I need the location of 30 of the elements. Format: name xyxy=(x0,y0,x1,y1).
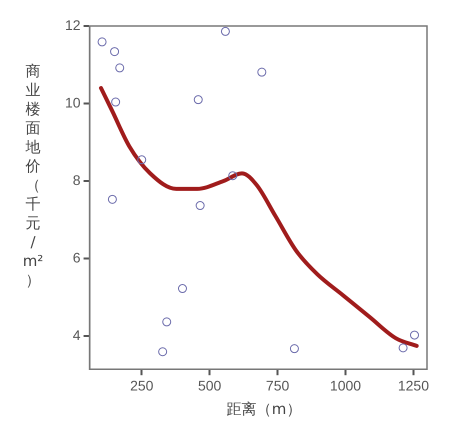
y-tick-label: 6 xyxy=(72,250,81,266)
x-tick-label: 1000 xyxy=(330,377,362,394)
point xyxy=(158,347,168,356)
y-tick-label: 4 xyxy=(72,327,81,344)
y-tick-label: 10 xyxy=(64,94,81,110)
point xyxy=(410,330,420,340)
point xyxy=(194,95,203,104)
y-tick-label: 12 xyxy=(64,16,81,33)
point xyxy=(257,68,266,77)
y-tick-label: 8 xyxy=(72,172,81,188)
point xyxy=(178,284,187,294)
point xyxy=(196,201,205,210)
point xyxy=(290,344,299,354)
point xyxy=(108,194,117,204)
point xyxy=(162,317,172,326)
point xyxy=(110,47,120,56)
x-tick-label: 250 xyxy=(130,377,154,394)
point xyxy=(228,171,238,180)
point xyxy=(398,343,408,352)
x-tick-label: 750 xyxy=(266,377,290,394)
point xyxy=(111,98,120,107)
point xyxy=(137,155,146,164)
line-series xyxy=(98,86,419,348)
point xyxy=(220,26,230,36)
x-axis-title: 距离（m） xyxy=(226,400,302,419)
x-tick-label: 1250 xyxy=(398,377,430,394)
point xyxy=(115,63,124,72)
x-tick-label: 500 xyxy=(198,377,222,394)
text: 商业楼面地价（千元/m²） xyxy=(22,62,44,289)
point xyxy=(98,37,107,46)
